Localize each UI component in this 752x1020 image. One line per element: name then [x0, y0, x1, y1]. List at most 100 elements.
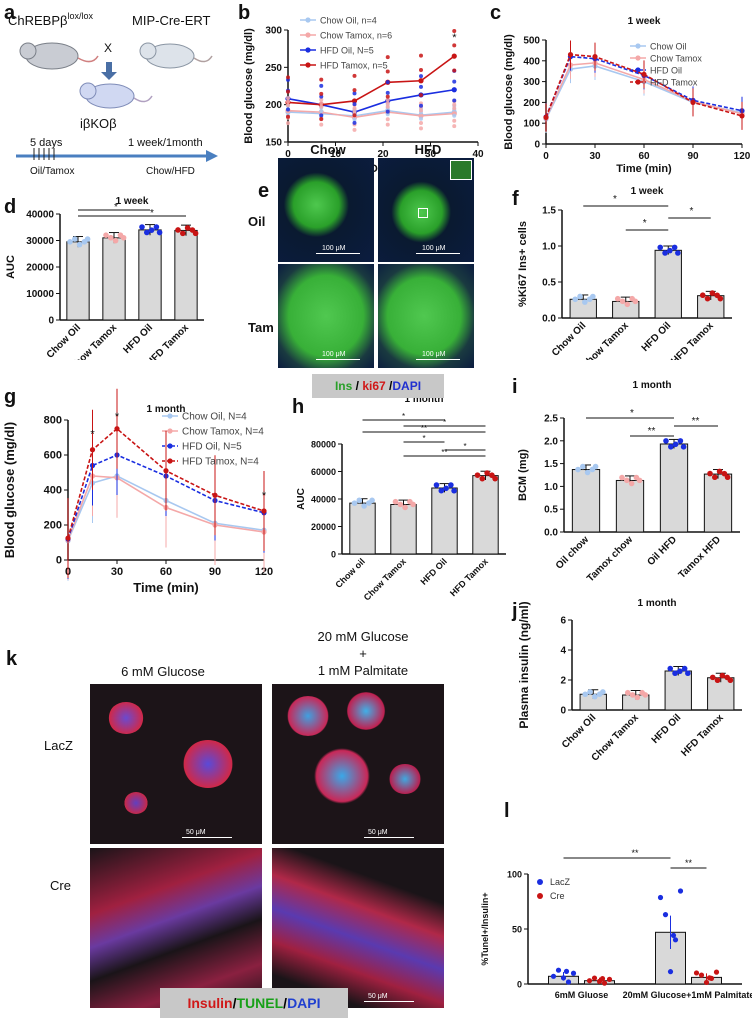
- scale-bar-label: 100 μM: [422, 351, 446, 358]
- series-line-1: [287, 109, 455, 117]
- y-axis-label: Blood glucose (mg/dl): [243, 28, 255, 144]
- data-point: [677, 438, 684, 444]
- panel-letter-b: b: [238, 2, 251, 24]
- legend-label: Cre: [550, 891, 565, 901]
- legend-marker: [305, 17, 311, 23]
- data-point: [677, 888, 684, 894]
- legend-label: Chow Tamox: [650, 54, 702, 64]
- category-label: HFD Oil: [650, 712, 684, 746]
- panel-letter-i: i: [512, 376, 518, 398]
- legend-label: Chow Tamox, N=4: [182, 427, 264, 438]
- legend-sep: /: [283, 995, 288, 1011]
- data-point: [739, 113, 745, 119]
- significance-mark: *: [402, 412, 405, 421]
- scatter-point: [452, 43, 457, 48]
- legend-sep: /: [232, 995, 237, 1011]
- series-line-4: [545, 53, 743, 118]
- category-label: Oil chow: [554, 534, 591, 571]
- mouse-icon-ibkob: [79, 82, 153, 109]
- scatter-point: [286, 75, 290, 80]
- scatter-point: [352, 73, 357, 78]
- chart-title: 1 month: [633, 380, 672, 391]
- data-point: [418, 113, 424, 119]
- legend-label: LacZ: [550, 877, 571, 887]
- y-tick-label: 4: [560, 646, 566, 657]
- scatter-point: [319, 91, 324, 96]
- svg-text:ChREBPβlox/lox: ChREBPβlox/lox: [8, 11, 94, 28]
- y-tick-label: 40000: [311, 495, 336, 505]
- category-label: Chow Oil: [45, 322, 84, 360]
- scatter-point: [452, 113, 457, 118]
- bar-4: [174, 229, 198, 321]
- y-tick-label: 100: [523, 119, 540, 130]
- x-tick-label: 10: [330, 149, 342, 160]
- scale-bar: [182, 837, 232, 838]
- data-point: [642, 692, 649, 698]
- data-point: [619, 298, 626, 305]
- data-point: [690, 99, 696, 105]
- legend-label: HFD Tamox, n=5: [320, 61, 388, 71]
- col-label-20mm-line2: +: [359, 646, 367, 661]
- data-point: [599, 975, 606, 982]
- row-label-tam: Tam: [248, 320, 274, 335]
- category-label: HFD Tamox: [669, 320, 716, 360]
- scatter-point: [419, 103, 423, 108]
- data-point: [590, 293, 596, 300]
- legend-label: HFD Tamox, N=4: [182, 457, 259, 468]
- y-tick-label: 150: [265, 138, 282, 149]
- significance-mark: *: [90, 429, 95, 441]
- data-point: [601, 980, 608, 986]
- data-point: [474, 472, 481, 478]
- bar-3: [659, 443, 689, 533]
- scatter-point: [319, 77, 324, 82]
- series-line-4: [287, 55, 455, 106]
- y-tick-label: 10000: [26, 289, 54, 300]
- category-label: Chow Oil: [560, 712, 599, 751]
- timeline-arrow: [16, 148, 218, 162]
- data-point: [563, 968, 570, 974]
- data-point: [704, 295, 711, 302]
- data-point: [670, 932, 677, 939]
- legend-label: Chow Oil, N=4: [182, 412, 247, 423]
- legend-insulin: Insulin: [187, 995, 233, 1011]
- scatter-point: [319, 122, 324, 127]
- scale-bar-label: 50 μM: [186, 829, 206, 836]
- x-tick-label: 90: [209, 566, 221, 578]
- scatter-point: [419, 126, 423, 131]
- data-point: [675, 250, 681, 256]
- zoom-box: [418, 208, 428, 218]
- scatter-point: [352, 113, 357, 118]
- series-line-2: [545, 62, 743, 119]
- data-point: [356, 497, 363, 504]
- x-axis-label: Time (min): [616, 163, 672, 175]
- legend-marker: [167, 458, 173, 464]
- scatter-point: [385, 94, 390, 99]
- col-label-20mm-line3: 1 mM Palmitate: [317, 663, 409, 678]
- scatter-point: [352, 109, 357, 114]
- data-point: [402, 504, 408, 511]
- scale-bar: [416, 359, 460, 360]
- micrograph-cre-20mm: 50 μM: [272, 848, 444, 1008]
- data-point: [144, 229, 150, 236]
- panel-letter-g: g: [4, 386, 17, 408]
- chart-g-gtt-1month: 0 200 400 600 800 Blood glucose (mg/dl) 1 mont…: [2, 388, 273, 595]
- timeline-label-2b: Chow/HFD: [146, 166, 195, 177]
- chart-title: 1 week: [631, 186, 664, 197]
- y-tick-label: 100: [507, 870, 522, 880]
- bar-3: [664, 670, 692, 711]
- scatter-point: [319, 101, 324, 106]
- mouse1-sup: lox/lox: [68, 11, 94, 21]
- data-point: [672, 670, 678, 677]
- series-line-2: [67, 475, 265, 541]
- data-point: [163, 468, 169, 474]
- legend-marker: [635, 43, 641, 49]
- data-point: [632, 298, 639, 305]
- y-tick-label: 2.0: [544, 436, 558, 447]
- data-point: [153, 224, 160, 230]
- panel-letter-h: h: [292, 396, 305, 418]
- col-label-6mm: 6 mM Glucose: [121, 664, 205, 679]
- category-label: HFD Oil: [419, 556, 449, 586]
- data-point: [662, 912, 669, 918]
